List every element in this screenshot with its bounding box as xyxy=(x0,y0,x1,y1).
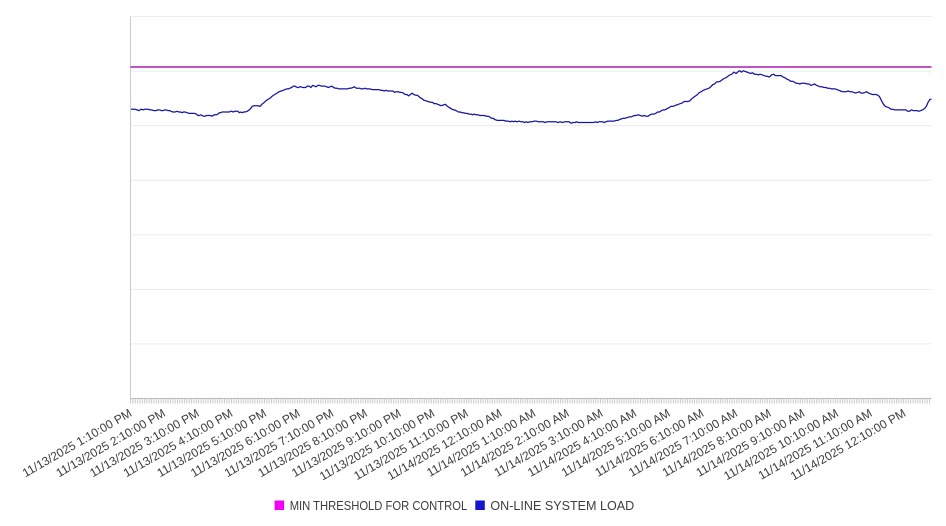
svg-text:ON-LINE SYSTEM LOAD: ON-LINE SYSTEM LOAD xyxy=(490,499,634,513)
svg-text:MIN THRESHOLD FOR CONTROL: MIN THRESHOLD FOR CONTROL xyxy=(290,499,468,513)
